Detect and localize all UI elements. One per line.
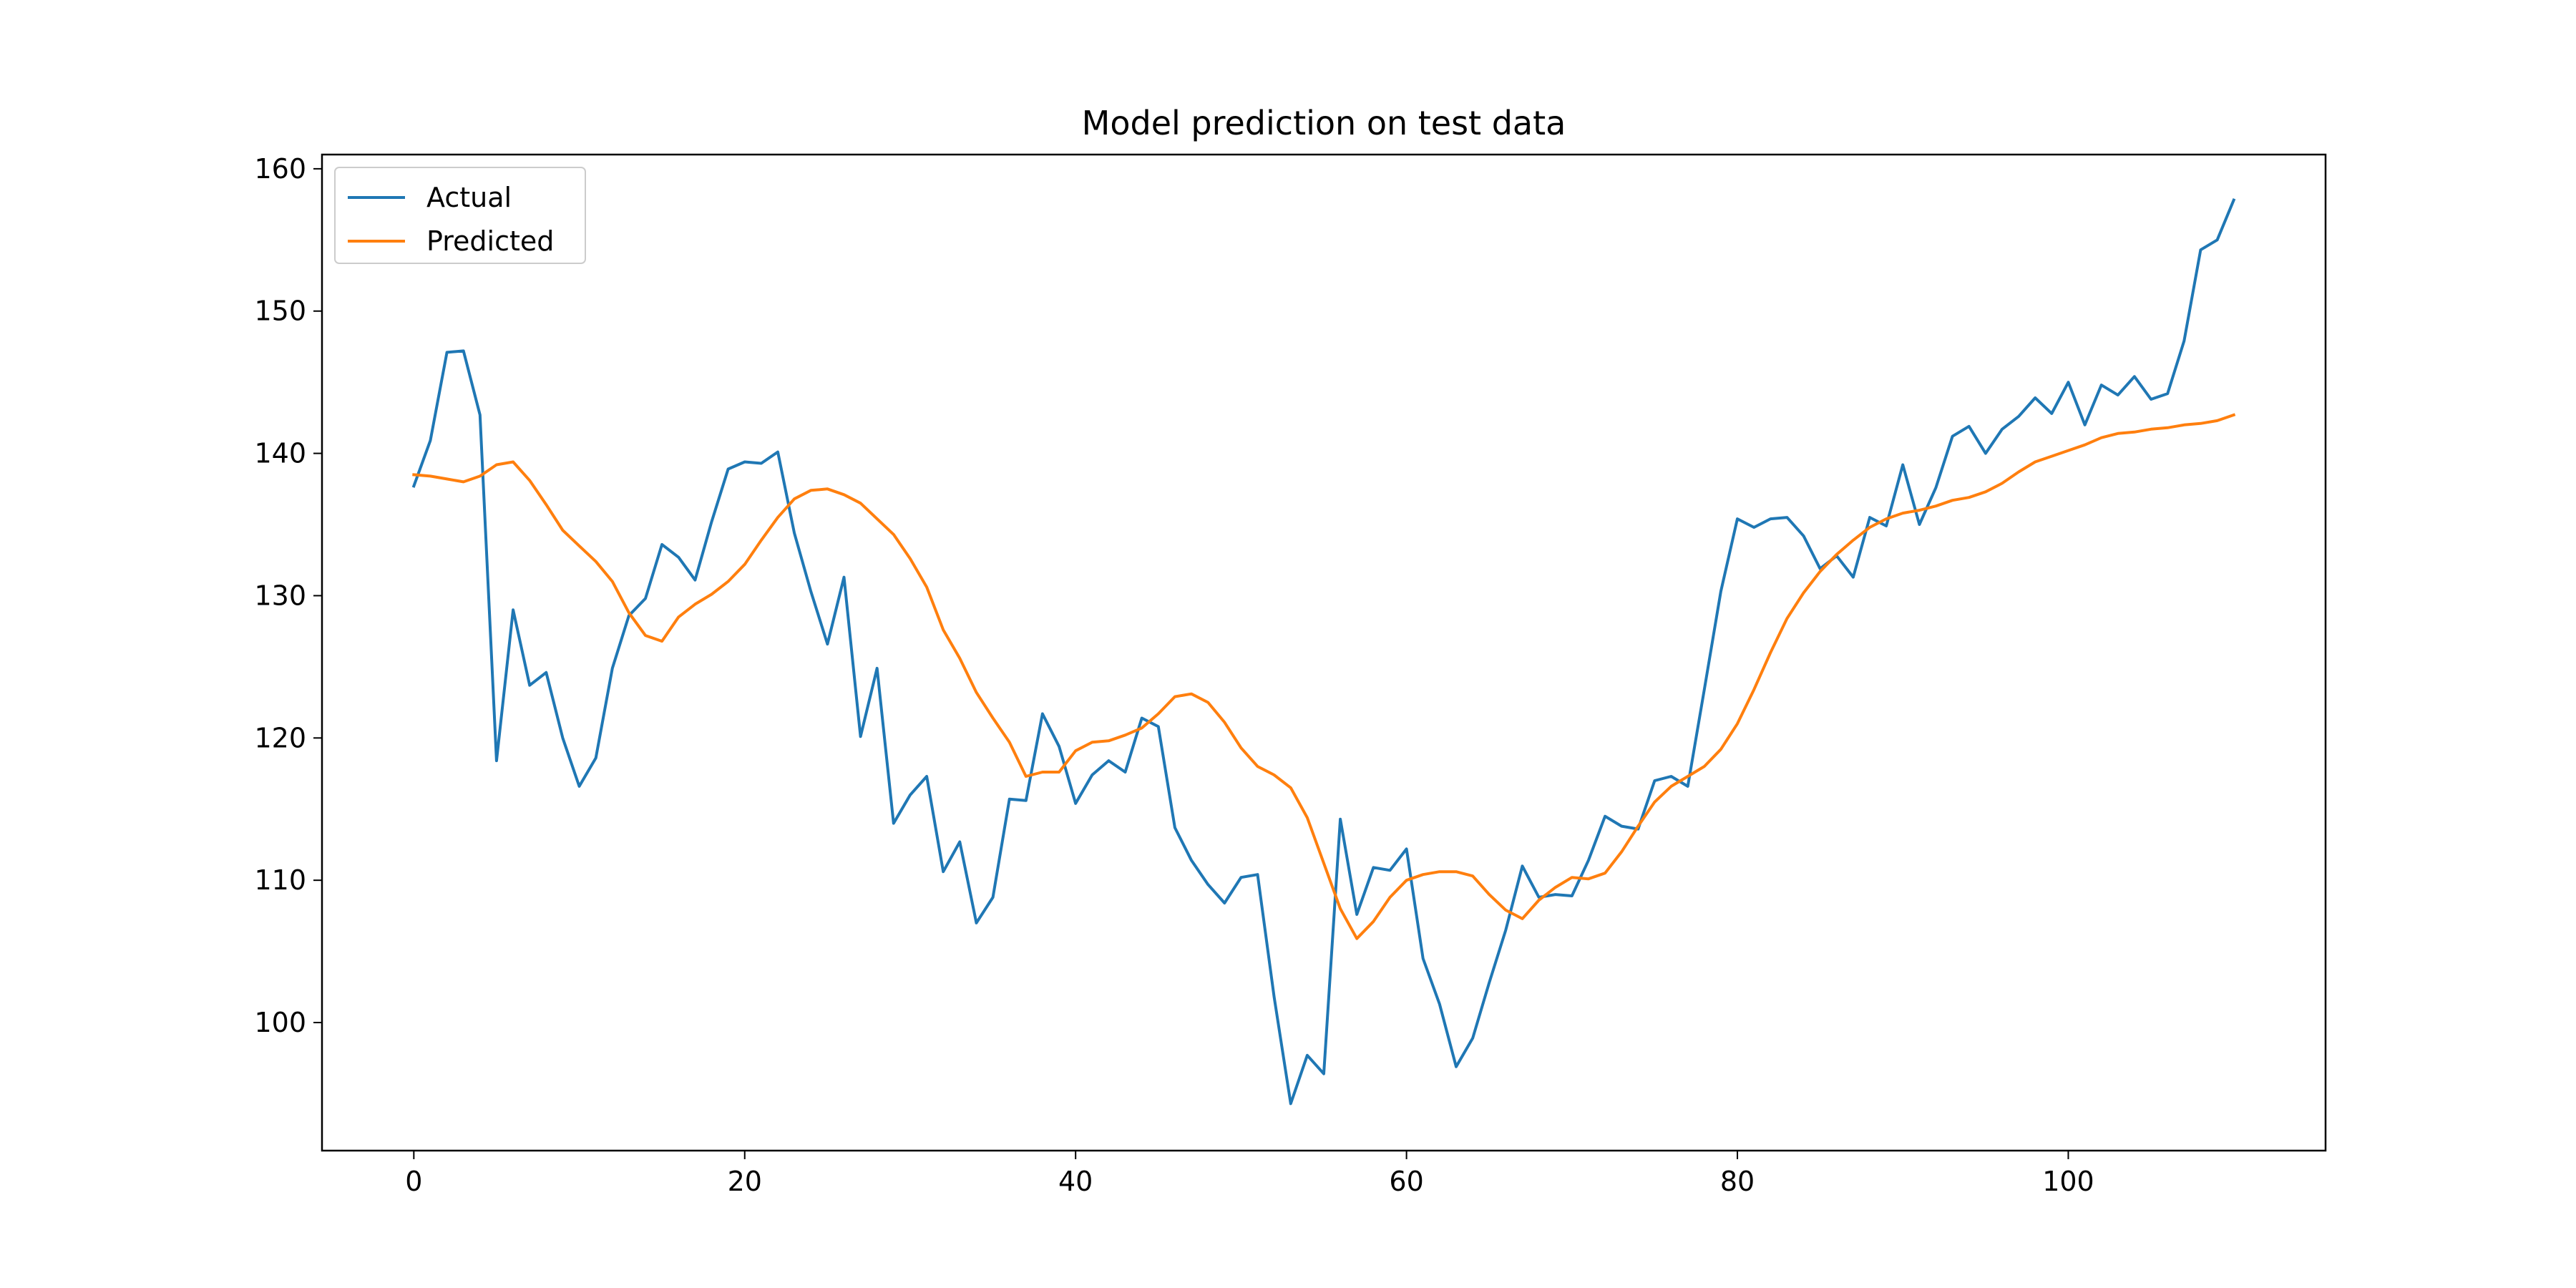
legend-label-predicted: Predicted bbox=[426, 225, 554, 257]
axes-frame bbox=[321, 153, 2327, 1152]
legend: Actual Predicted bbox=[334, 167, 586, 264]
y-tick-label: 160 bbox=[254, 153, 306, 185]
x-tick-label: 40 bbox=[1058, 1166, 1093, 1197]
y-axis: 100 110 120 130 140 150 160 bbox=[254, 153, 322, 1038]
legend-box bbox=[334, 167, 586, 264]
y-tick-label: 110 bbox=[254, 864, 306, 896]
y-tick-label: 130 bbox=[254, 580, 306, 611]
x-tick-label: 100 bbox=[2042, 1166, 2094, 1197]
y-tick-label: 120 bbox=[254, 722, 306, 753]
legend-label-actual: Actual bbox=[426, 182, 512, 213]
y-tick-label: 140 bbox=[254, 438, 306, 469]
x-tick-label: 60 bbox=[1389, 1166, 1423, 1197]
x-axis: 0 20 40 60 80 100 bbox=[405, 1151, 2094, 1197]
chart-title: Model prediction on test data bbox=[1082, 104, 1566, 142]
x-tick-label: 80 bbox=[1720, 1166, 1755, 1197]
y-tick-label: 100 bbox=[254, 1007, 306, 1038]
x-tick-label: 0 bbox=[405, 1166, 422, 1197]
y-tick-label: 150 bbox=[254, 296, 306, 327]
series-line-predicted bbox=[412, 413, 2236, 940]
x-tick-label: 20 bbox=[728, 1166, 762, 1197]
series-layer bbox=[411, 197, 2236, 1106]
series-line-actual bbox=[411, 197, 2236, 1106]
